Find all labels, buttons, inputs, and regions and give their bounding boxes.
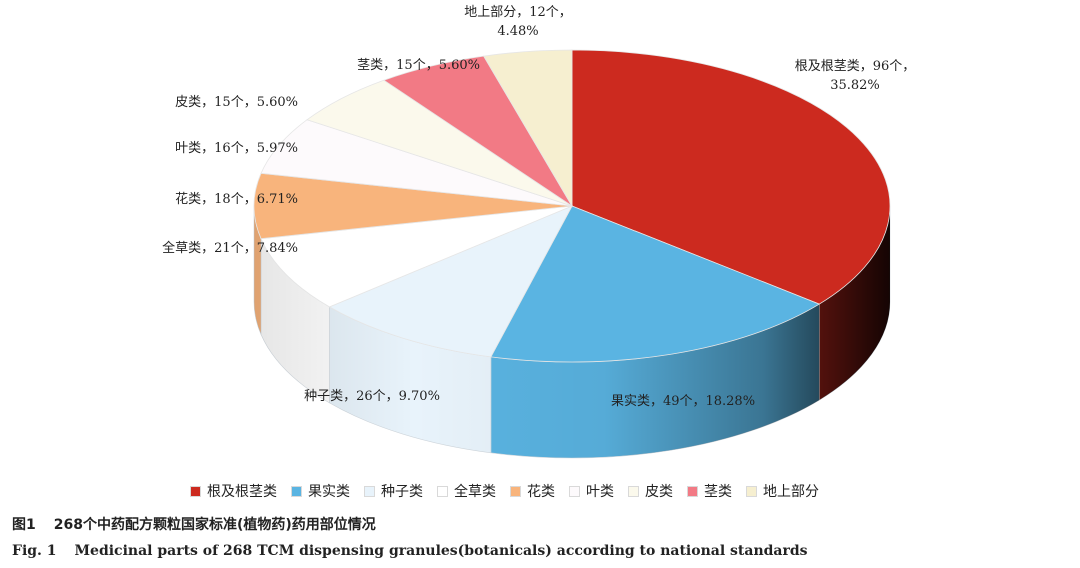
slice-7-label: 皮类，15个，5.60% bbox=[175, 95, 298, 110]
legend-swatch bbox=[569, 485, 580, 497]
slice-4-label: 全草类，21个，7.84% bbox=[162, 240, 298, 256]
figure-caption-en: Fig. 1 Medicinal parts of 268 TCM dispens… bbox=[12, 543, 808, 559]
slice-5-top bbox=[253, 172, 573, 240]
legend-label: 种子类 bbox=[381, 484, 423, 500]
caption-cn-number: 图1 bbox=[12, 517, 36, 533]
slice-3-top bbox=[328, 205, 573, 358]
legend-label: 全草类 bbox=[454, 484, 496, 500]
slice-9-label: 地上部分，12个， bbox=[464, 5, 572, 20]
slice-3-side-shade bbox=[329, 306, 491, 453]
slice-2-side-shade bbox=[490, 304, 820, 458]
legend-label: 叶类 bbox=[586, 484, 614, 500]
legend-label: 根及根茎类 bbox=[207, 484, 277, 500]
slice-3-label: 种子类，26个，9.70% bbox=[304, 389, 440, 404]
legend-swatch bbox=[437, 485, 448, 497]
legend: 根及根茎类 果实类 种子类 全草类 花类 叶类 皮类 茎类 地上部分 bbox=[190, 480, 833, 502]
caption-en-text: Medicinal parts of 268 TCM dispensing gr… bbox=[74, 543, 808, 559]
legend-label: 茎类 bbox=[704, 484, 732, 500]
slice-6-label: 叶类，16个，5.97% bbox=[175, 141, 298, 156]
slice-2-top bbox=[490, 205, 821, 363]
slice-1-side-shade bbox=[819, 206, 890, 401]
legend-swatch bbox=[364, 485, 375, 497]
legend-item-6: 叶类 bbox=[569, 481, 614, 501]
slice-4-side-shade bbox=[261, 238, 330, 403]
slice-5-side-shade bbox=[254, 206, 262, 335]
slice-6-top bbox=[260, 119, 573, 207]
legend-item-1: 根及根茎类 bbox=[190, 481, 277, 501]
caption-en-number: Fig. 1 bbox=[12, 543, 57, 559]
legend-label: 果实类 bbox=[308, 484, 350, 500]
caption-cn-text: 268个中药配方颗粒国家标准(植物药)药用部位情况 bbox=[53, 517, 376, 533]
legend-item-2: 果实类 bbox=[291, 481, 350, 501]
slice-1-label: 根及根茎类，96个， bbox=[795, 59, 916, 74]
slice-2-label: 果实类，49个，18.28% bbox=[611, 394, 755, 409]
slice-9-top bbox=[483, 49, 573, 208]
slice-1-top bbox=[571, 49, 891, 305]
legend-item-4: 全草类 bbox=[437, 481, 496, 501]
figure-caption-cn: 图1 268个中药配方颗粒国家标准(植物药)药用部位情况 bbox=[12, 514, 376, 534]
legend-swatch bbox=[190, 485, 201, 497]
pie-chart: 根及根茎类，96个， 35.82% 果实类，49个，18.28% 种子类，26个，9.… bbox=[162, 5, 916, 459]
legend-item-5: 花类 bbox=[510, 481, 555, 501]
legend-swatch bbox=[746, 485, 757, 497]
legend-item-8: 茎类 bbox=[687, 481, 732, 501]
legend-item-7: 皮类 bbox=[628, 481, 673, 501]
slice-9-label-percent: 4.48% bbox=[497, 24, 538, 39]
legend-swatch bbox=[510, 485, 521, 497]
slice-5-label: 花类，18个，6.71% bbox=[175, 191, 298, 207]
slice-8-label: 茎类，15个，5.60% bbox=[357, 58, 480, 73]
legend-item-3: 种子类 bbox=[364, 481, 423, 501]
legend-label: 地上部分 bbox=[763, 484, 819, 500]
legend-label: 花类 bbox=[527, 484, 555, 500]
legend-item-9: 地上部分 bbox=[746, 481, 819, 501]
legend-swatch bbox=[687, 485, 698, 497]
slice-4-top bbox=[260, 205, 573, 308]
legend-swatch bbox=[291, 485, 302, 497]
legend-label: 皮类 bbox=[645, 484, 673, 500]
legend-swatch bbox=[628, 485, 639, 497]
slice-1-label-percent: 35.82% bbox=[830, 78, 880, 93]
